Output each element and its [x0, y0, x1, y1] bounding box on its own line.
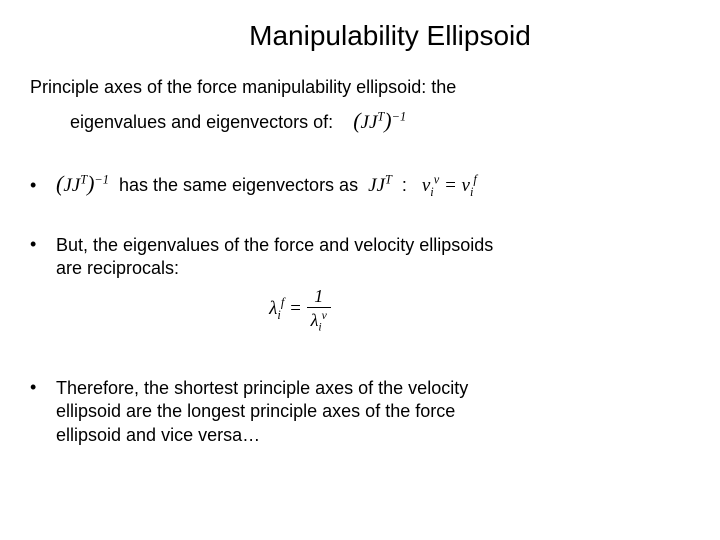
bullet-3: • Therefore, the shortest principle axes… — [30, 377, 690, 447]
bullet-marker: • — [30, 175, 56, 196]
formula-jjt-inv: (JJT)−1 — [353, 112, 406, 133]
intro-line1: Principle axes of the force manipulabili… — [30, 76, 690, 99]
bullet-marker: • — [30, 234, 56, 255]
formula-jjt-inv-2: (JJT)−1 — [56, 175, 109, 196]
intro-block: Principle axes of the force manipulabili… — [30, 76, 690, 136]
formula-jjt: JJT — [368, 175, 392, 196]
bullet-2-content: But, the eigenvalues of the force and ve… — [56, 234, 493, 281]
bullet-3-line1: Therefore, the shortest principle axes o… — [56, 377, 468, 400]
bullet-2-line1: But, the eigenvalues of the force and ve… — [56, 234, 493, 257]
bullet-1-text: has the same eigenvectors as — [119, 175, 358, 195]
bullet-2-line2: are reciprocals: — [56, 257, 493, 280]
bullet-3-line2: ellipsoid are the longest principle axes… — [56, 400, 468, 423]
intro-line2-row: eigenvalues and eigenvectors of: (JJT)−1 — [30, 107, 690, 136]
bullet-1: • (JJT)−1 has the same eigenvectors as J… — [30, 170, 690, 200]
intro-line2-text: eigenvalues and eigenvectors of: — [70, 112, 333, 132]
formula-reciprocal: λif = 1 λiν — [0, 287, 690, 333]
bullet-marker: • — [30, 377, 56, 398]
bullet-3-content: Therefore, the shortest principle axes o… — [56, 377, 468, 447]
slide-title: Manipulability Ellipsoid — [90, 20, 690, 52]
bullet-1-content: (JJT)−1 has the same eigenvectors as JJT… — [56, 170, 477, 200]
bullet-3-line3: ellipsoid and vice versa… — [56, 424, 468, 447]
bullet-2: • But, the eigenvalues of the force and … — [30, 234, 690, 281]
formula-nu-eq: νiν = νif — [422, 175, 477, 196]
